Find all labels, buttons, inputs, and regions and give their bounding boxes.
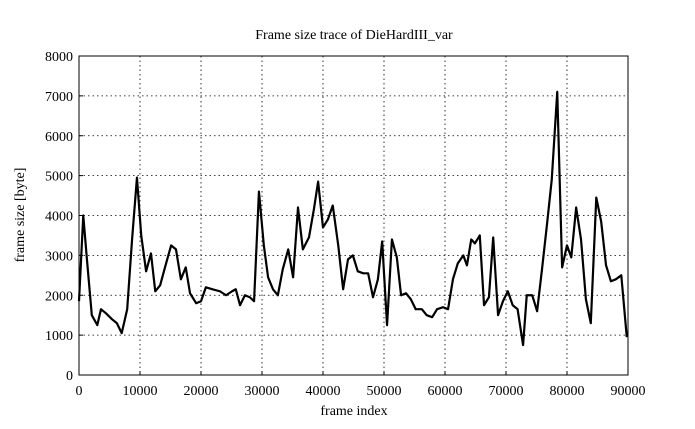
x-tick-label: 70000 (489, 384, 524, 399)
data-line (77, 90, 628, 347)
y-tick-label: 7000 (45, 90, 73, 105)
y-tick-label: 6000 (45, 130, 73, 145)
x-tick-label: 50000 (367, 384, 402, 399)
x-tick-label: 30000 (245, 384, 280, 399)
x-tick-label: 20000 (184, 384, 219, 399)
x-tick-label: 60000 (428, 384, 463, 399)
y-tick-label: 3000 (45, 249, 73, 264)
y-tick-label: 1000 (45, 329, 73, 344)
x-axis-label: frame index (320, 404, 387, 419)
x-tick-label: 90000 (611, 384, 646, 399)
x-tick-label: 40000 (306, 384, 341, 399)
y-axis-label: frame size [byte] (13, 168, 28, 263)
y-tick-label: 0 (66, 369, 73, 384)
chart-title: Frame size trace of DieHardIII_var (255, 28, 453, 43)
x-tick-label: 80000 (550, 384, 585, 399)
y-tick-label: 8000 (45, 50, 73, 65)
x-tick-label: 10000 (123, 384, 158, 399)
y-tick-label: 5000 (45, 170, 73, 185)
y-tick-label: 4000 (45, 210, 73, 225)
y-tick-label: 2000 (45, 289, 73, 304)
x-tick-label: 0 (76, 384, 83, 399)
